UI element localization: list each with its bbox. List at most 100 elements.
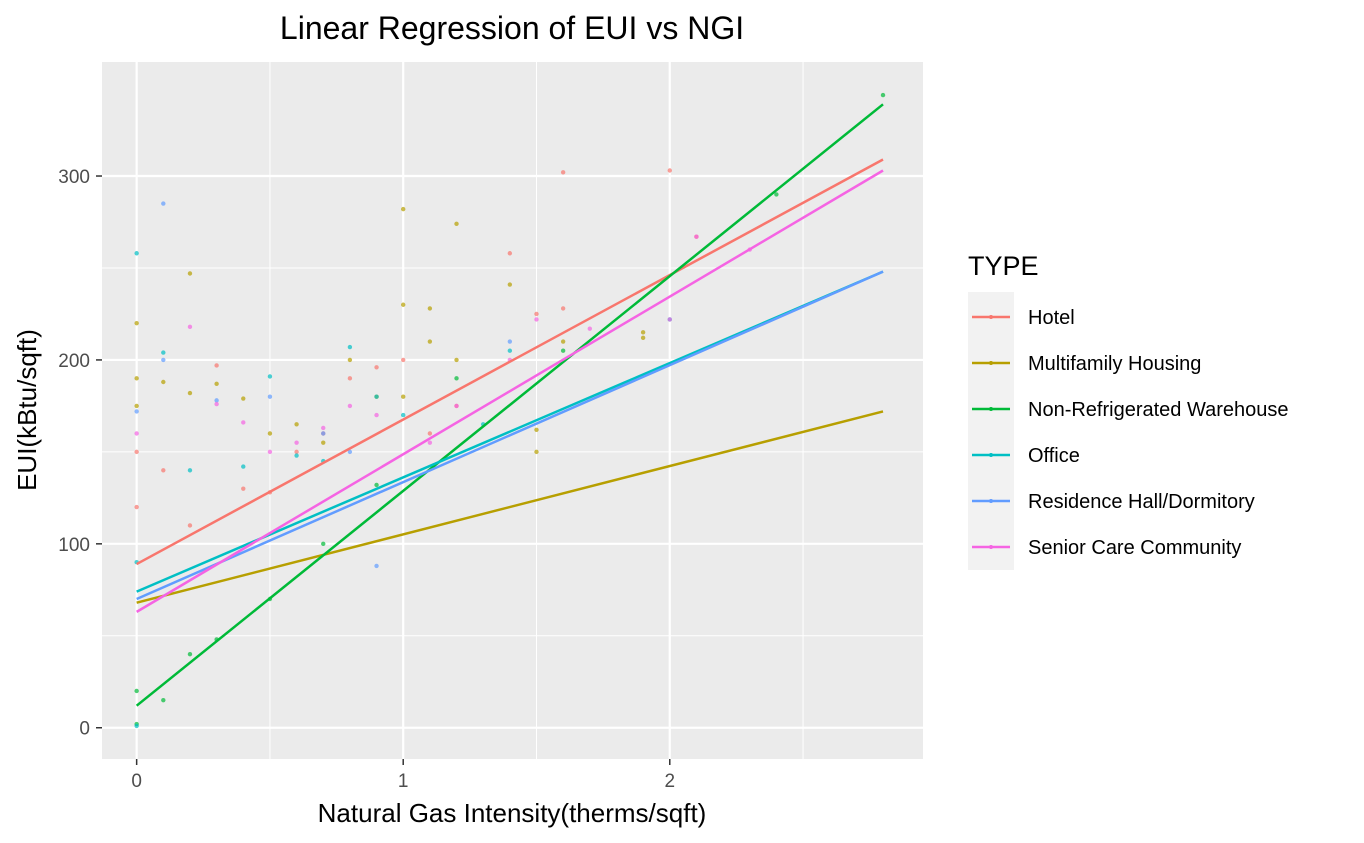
data-point <box>347 403 353 409</box>
regression-line <box>135 103 884 707</box>
data-point <box>161 379 166 385</box>
data-point <box>401 412 406 418</box>
data-point <box>401 206 406 212</box>
major-gridlines <box>102 62 923 759</box>
data-point <box>134 320 139 326</box>
data-point <box>374 394 379 399</box>
data-point <box>534 449 539 455</box>
data-points <box>134 92 886 729</box>
data-point <box>507 339 513 344</box>
data-point <box>321 431 326 436</box>
data-point <box>774 192 779 197</box>
data-point <box>134 504 139 510</box>
y-tick-label: 100 <box>58 535 90 556</box>
data-point <box>214 381 219 387</box>
data-point <box>294 440 299 445</box>
data-point <box>347 449 353 455</box>
data-point <box>560 348 566 353</box>
x-tick-label: 2 <box>664 771 675 792</box>
data-point <box>187 468 193 473</box>
legend-label: Non-Refrigerated Warehouse <box>1028 399 1289 421</box>
data-point <box>241 486 246 491</box>
data-point <box>347 357 353 363</box>
legend-label: Multifamily Housing <box>1028 353 1201 375</box>
legend-key-point <box>989 545 993 549</box>
data-point <box>134 376 139 381</box>
legend-items: Hotel Multifamily Housing Non-Refrigerated… <box>972 307 1289 559</box>
data-point <box>267 449 273 455</box>
x-axis-title: Natural Gas Intensity(therms/sqft) <box>318 798 707 828</box>
data-point <box>321 440 326 445</box>
data-point <box>267 394 273 399</box>
data-point <box>560 339 566 344</box>
data-point <box>161 201 166 206</box>
y-tick-label: 300 <box>58 167 90 188</box>
data-point <box>560 170 566 175</box>
data-point <box>507 282 513 287</box>
data-point <box>507 251 513 256</box>
legend-label: Hotel <box>1028 307 1075 329</box>
data-point <box>401 302 406 307</box>
x-tick-label: 0 <box>131 771 142 792</box>
data-point <box>667 168 672 173</box>
data-point <box>214 398 219 403</box>
legend-key-point <box>989 499 993 503</box>
legend-label: Residence Hall/Dormitory <box>1028 491 1255 513</box>
data-point <box>454 221 459 227</box>
data-point <box>667 317 672 322</box>
data-point <box>134 403 139 409</box>
data-point <box>214 363 219 368</box>
y-axis-title: EUI(kBtu/sqft) <box>12 329 42 491</box>
data-point <box>321 541 326 547</box>
regression-line <box>136 410 884 604</box>
data-point <box>401 357 406 363</box>
data-point <box>321 425 326 431</box>
regression-line <box>136 169 884 613</box>
legend-key-background <box>968 292 1014 570</box>
legend-title: TYPE <box>968 251 1039 281</box>
data-point <box>534 427 539 433</box>
data-point <box>134 251 139 256</box>
data-point <box>640 335 646 341</box>
data-point <box>694 234 699 239</box>
data-point <box>214 401 219 407</box>
data-point <box>134 688 139 694</box>
axis-ticks: 0 1 2 0 100 200 300 <box>58 167 675 792</box>
data-point <box>161 357 166 363</box>
data-point <box>294 453 299 458</box>
data-point <box>187 390 193 396</box>
legend-label: Office <box>1028 445 1080 467</box>
data-point <box>134 409 139 414</box>
data-point <box>427 440 433 445</box>
data-point <box>427 431 433 436</box>
data-point <box>187 324 193 330</box>
data-point <box>587 326 593 331</box>
data-point <box>374 563 379 569</box>
data-point <box>427 339 433 344</box>
data-point <box>187 523 193 528</box>
legend-key-point <box>989 407 993 411</box>
data-point <box>134 723 139 729</box>
x-tick-label: 1 <box>398 771 409 792</box>
data-point <box>161 350 166 355</box>
legend: TYPE Hotel Multifamily Housing Non-Refrige… <box>968 251 1289 570</box>
regression-line <box>136 158 884 566</box>
data-point <box>560 306 566 311</box>
data-point <box>374 482 379 488</box>
data-point <box>507 348 513 353</box>
data-point <box>640 330 646 335</box>
chart-title: Linear Regression of EUI vs NGI <box>280 10 744 46</box>
data-point <box>241 396 246 401</box>
data-point <box>454 376 459 381</box>
data-point <box>161 468 166 473</box>
data-point <box>374 365 379 370</box>
regression-line <box>136 270 884 601</box>
data-point <box>454 403 459 409</box>
data-point <box>161 697 166 703</box>
data-point <box>347 376 353 381</box>
plot-panel <box>102 62 923 759</box>
data-point <box>294 422 299 427</box>
regression-lines <box>135 103 884 707</box>
data-point <box>134 431 139 436</box>
data-point <box>427 306 433 311</box>
